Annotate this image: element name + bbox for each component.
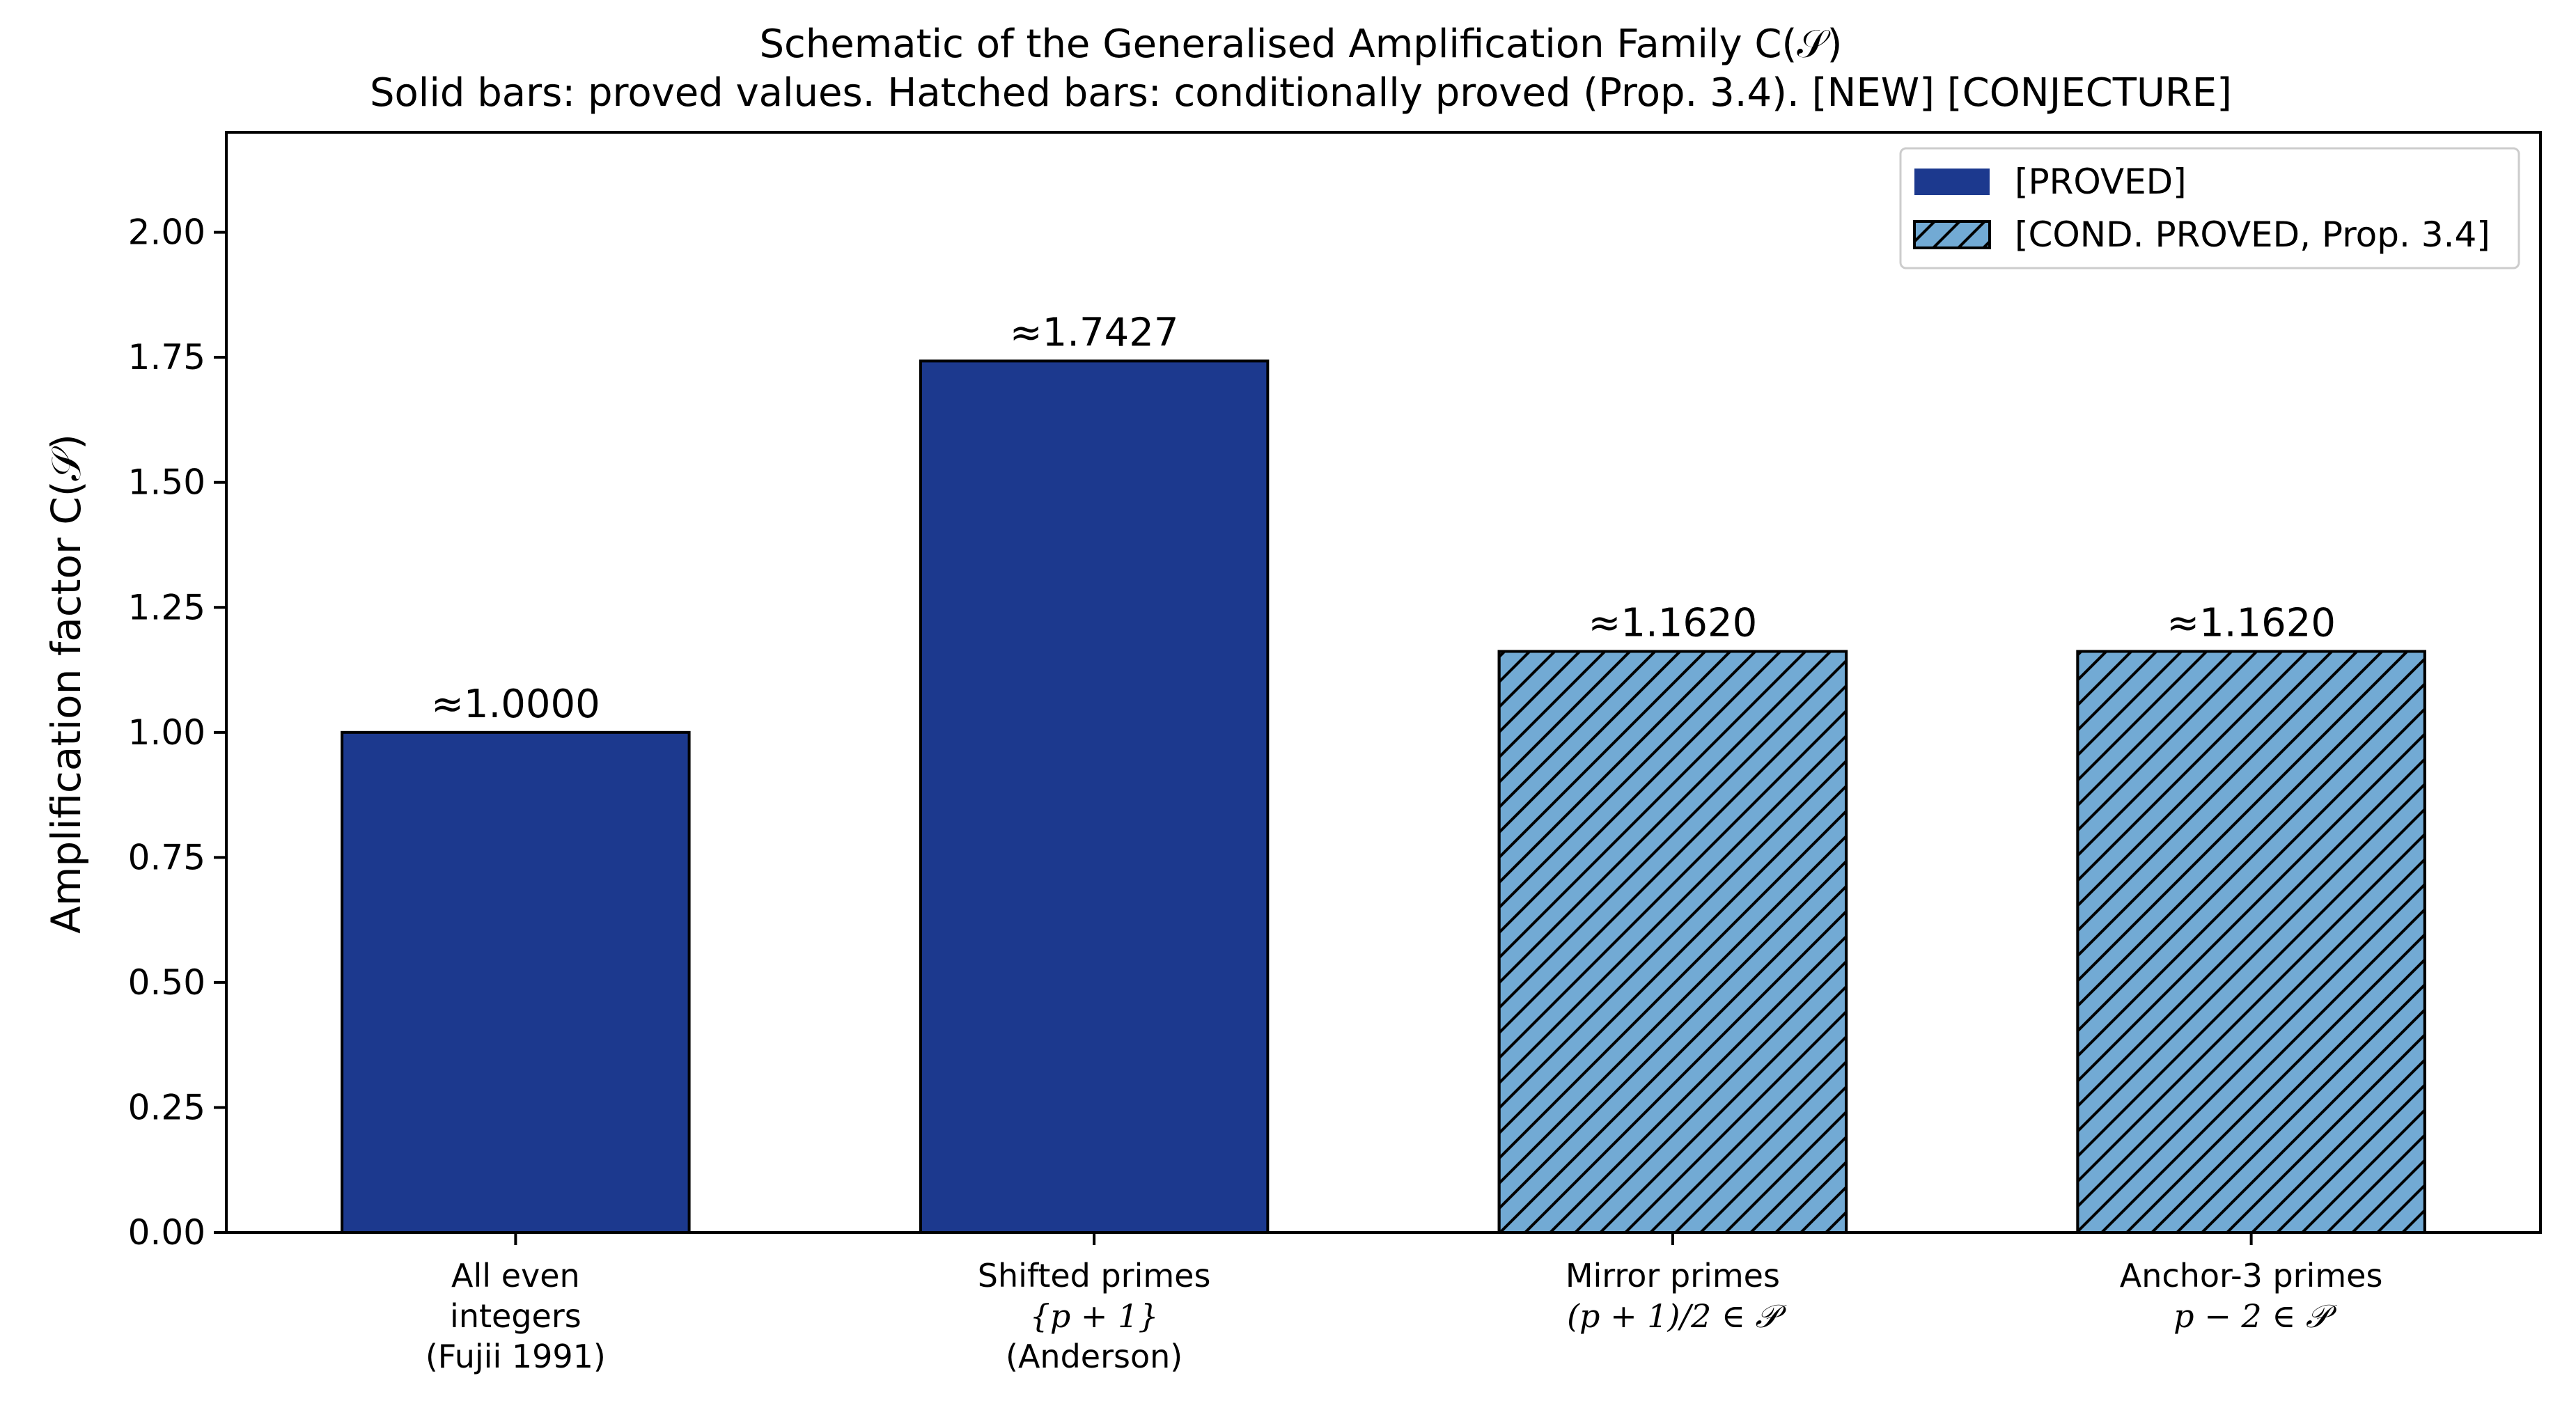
x-tick-label-1-line-2: (Anderson)	[1006, 1338, 1182, 1375]
legend-swatch-proved	[1914, 169, 1990, 195]
x-tick-label-1-line-0: Shifted primes	[978, 1257, 1211, 1294]
data-label-1: ≈1.7427	[1010, 310, 1179, 355]
data-label-0: ≈1.0000	[431, 682, 600, 727]
legend-label-proved: [PROVED]	[2015, 162, 2187, 202]
x-tick-label-1-line-1: {p + 1}	[1030, 1297, 1159, 1335]
y-tick-label: 1.25	[128, 587, 205, 627]
chart-subtitle: Solid bars: proved values. Hatched bars:…	[370, 70, 2232, 116]
x-tick-label-3-line-1: p − 2 ∈ 𝒫	[2173, 1297, 2337, 1335]
bar-1	[919, 359, 1270, 1234]
y-axis-ticks: 0.00 0.25 0.50 0.75 1.00 1.25 1.50 1.75 2.00	[128, 212, 226, 1253]
data-label-3: ≈1.1620	[2167, 600, 2336, 645]
y-axis-label: Amplification factor C(𝒮)	[42, 434, 90, 934]
y-tick-label: 1.00	[128, 712, 205, 753]
legend-label-cond-proved: [COND. PROVED, Prop. 3.4]	[2015, 214, 2490, 255]
y-tick-label: 0.25	[128, 1087, 205, 1127]
x-tick-label-2-line-0: Mirror primes	[1566, 1257, 1780, 1294]
legend-swatch-cond-proved-hatch	[1913, 220, 1991, 249]
x-tick-label-0-line-2: (Fujii 1991)	[426, 1338, 606, 1375]
y-tick-label: 2.00	[128, 212, 205, 253]
bars	[341, 359, 2426, 1235]
x-tick-label-2-line-1: (p + 1)/2 ∈ 𝒫	[1567, 1297, 1786, 1335]
data-labels: ≈1.0000 ≈1.7427 ≈1.1620 ≈1.1620	[431, 310, 2336, 726]
chart-title: Schematic of the Generalised Amplificati…	[759, 22, 1842, 67]
y-tick-label: 1.50	[128, 462, 205, 503]
data-label-2: ≈1.1620	[1588, 600, 1757, 645]
y-tick-label: 1.75	[128, 337, 205, 377]
bar-0	[341, 730, 691, 1235]
x-tick-label-0-line-1: integers	[450, 1297, 581, 1335]
legend: [PROVED] [COND. PROVED, Prop. 3.4]	[1899, 147, 2520, 269]
bar-hatch-3	[2076, 650, 2426, 1234]
x-tick-label-3-line-0: Anchor-3 primes	[2120, 1257, 2383, 1294]
legend-box	[1899, 147, 2520, 269]
y-tick-label: 0.00	[128, 1212, 205, 1253]
y-tick-label: 0.50	[128, 962, 205, 1003]
x-tick-label-0-line-0: All even	[451, 1257, 580, 1294]
y-tick-label: 0.75	[128, 837, 205, 877]
bar-hatch-2	[1497, 650, 1848, 1234]
plot-frame	[225, 131, 2542, 1234]
